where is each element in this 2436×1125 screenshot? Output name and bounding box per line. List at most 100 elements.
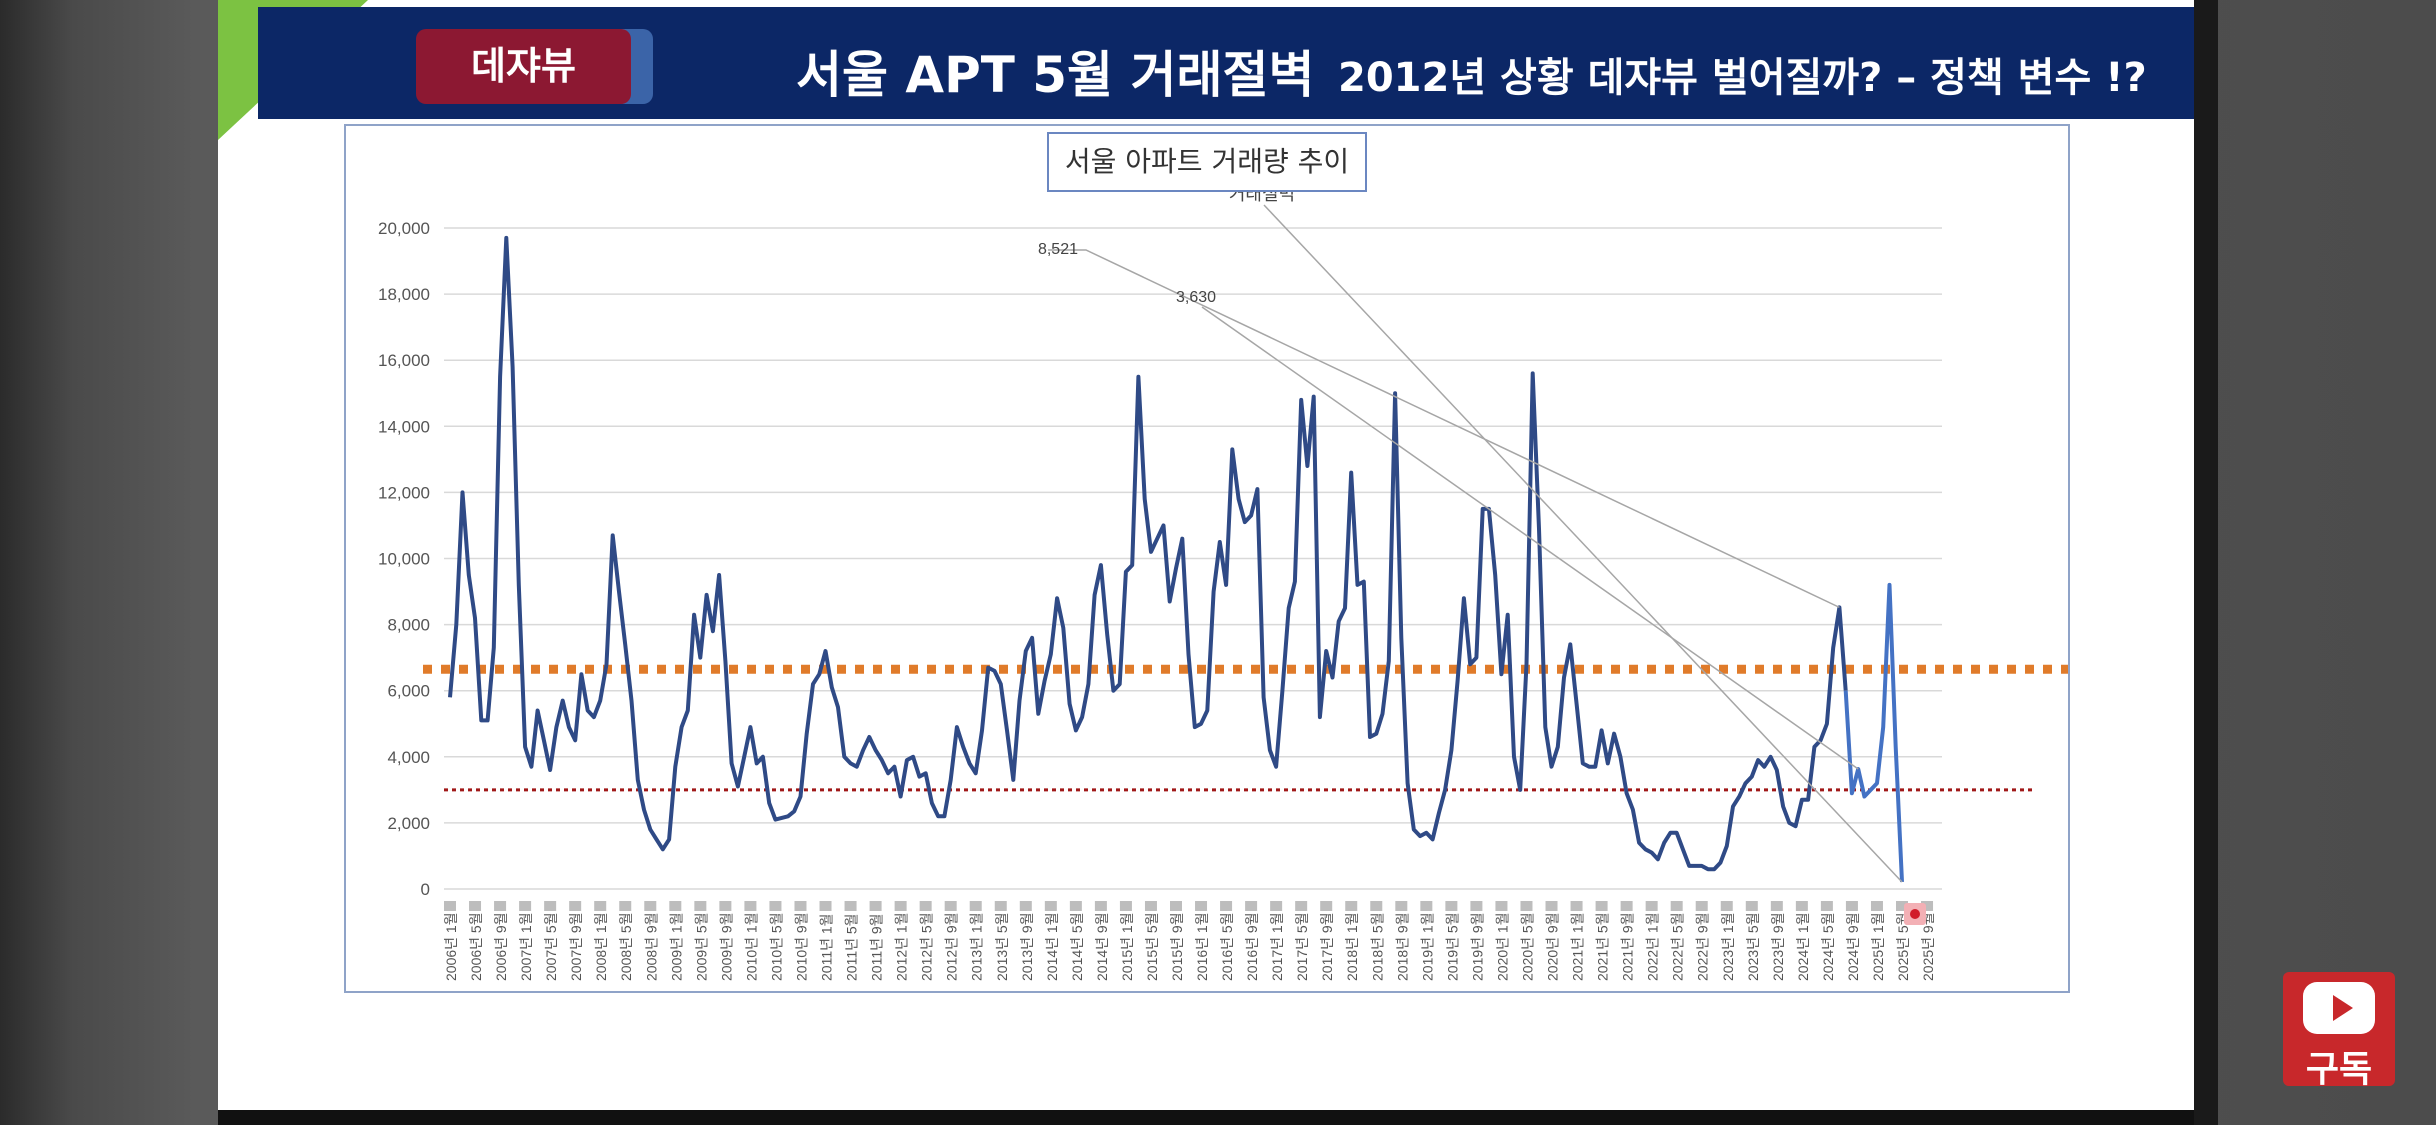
x-tick-marker [1570, 901, 1583, 911]
x-tick-label: 2007년 9월 [568, 912, 584, 981]
x-tick-label: 2022년 1월 [1645, 912, 1661, 981]
x-tick-label: 2017년 1월 [1269, 912, 1285, 981]
x-tick-label: 2016년 1월 [1194, 912, 1210, 981]
annotation-leader [1263, 204, 1903, 883]
x-tick-marker [1745, 901, 1758, 911]
x-tick-marker [1345, 901, 1358, 911]
x-tick-label: 2009년 1월 [668, 912, 684, 981]
x-tick-marker [944, 901, 957, 911]
x-tick-marker [1770, 901, 1783, 911]
x-tick-label: 2014년 5월 [1069, 912, 1085, 981]
right-edge [2194, 0, 2218, 1125]
y-tick-label: 20,000 [378, 219, 430, 238]
x-tick-label: 2019년 5월 [1444, 912, 1460, 981]
x-tick-label: 2023년 5월 [1745, 912, 1761, 981]
y-tick-label: 6,000 [387, 682, 430, 701]
x-tick-label: 2017년 5월 [1294, 912, 1310, 981]
x-tick-label: 2020년 1월 [1494, 912, 1510, 981]
x-tick-marker [1445, 901, 1458, 911]
x-tick-marker [444, 901, 456, 911]
x-tick-label: 2006년 1월 [443, 912, 459, 981]
x-tick-label: 2008년 5월 [618, 912, 634, 981]
x-tick-marker [994, 901, 1007, 911]
x-tick-marker [769, 901, 782, 911]
x-tick-label: 2015년 5월 [1144, 912, 1160, 981]
annotation-label: 3,630 [1176, 289, 1216, 306]
x-tick-label: 2006년 5월 [468, 912, 484, 981]
y-tick-label: 4,000 [387, 748, 430, 767]
x-tick-label: 2016년 5월 [1219, 912, 1235, 981]
youtube-play-icon [2303, 982, 2375, 1034]
x-tick-marker [1119, 901, 1132, 911]
x-tick-marker [1295, 901, 1308, 911]
x-tick-label: 2012년 5월 [919, 912, 935, 981]
y-tick-label: 0 [421, 880, 430, 899]
y-tick-label: 10,000 [378, 550, 430, 569]
x-tick-marker [594, 901, 607, 911]
x-tick-label: 2021년 1월 [1570, 912, 1586, 981]
x-tick-marker [1270, 901, 1283, 911]
x-tick-marker [1921, 901, 1934, 911]
series-line [448, 235, 1848, 872]
x-tick-label: 2021년 9월 [1620, 912, 1636, 981]
x-tick-marker [1896, 901, 1908, 911]
x-tick-marker [1370, 901, 1383, 911]
y-tick-label: 16,000 [378, 351, 430, 370]
annotation-label: 8,521 [1038, 241, 1078, 258]
x-tick-label: 2011년 5월 [844, 913, 860, 981]
x-tick-label: 2025년 9월 [1920, 912, 1936, 981]
x-tick-label: 2007년 1월 [518, 912, 534, 981]
x-tick-marker [744, 901, 757, 911]
x-tick-marker [1195, 901, 1208, 911]
x-tick-marker [719, 901, 732, 911]
x-tick-label: 2022년 9월 [1695, 912, 1711, 981]
x-tick-marker [1695, 901, 1708, 911]
x-tick-marker [1645, 901, 1658, 911]
x-tick-label: 2010년 1월 [743, 912, 759, 981]
y-tick-label: 12,000 [378, 483, 430, 502]
x-tick-label: 2018년 5월 [1369, 912, 1385, 981]
subscribe-button[interactable]: 구독 [2283, 972, 2395, 1090]
x-tick-marker [1595, 901, 1608, 911]
x-tick-label: 2006년 9월 [493, 912, 509, 981]
x-tick-marker [869, 901, 882, 911]
x-tick-marker [1069, 901, 1082, 911]
x-tick-marker [469, 901, 482, 911]
x-tick-label: 2014년 9월 [1094, 912, 1110, 981]
x-tick-label: 2022년 5월 [1670, 912, 1686, 981]
x-tick-label: 2017년 9월 [1319, 912, 1335, 981]
x-tick-label: 2011년 1월 [819, 913, 835, 981]
x-tick-marker [919, 901, 932, 911]
x-tick-label: 2024년 5월 [1820, 912, 1836, 981]
x-tick-label: 2012년 1월 [894, 912, 910, 981]
x-tick-marker [1495, 901, 1508, 911]
x-tick-marker [969, 901, 982, 911]
x-tick-label: 2019년 9월 [1469, 912, 1485, 981]
x-tick-marker [1820, 901, 1833, 911]
x-tick-marker [1044, 901, 1057, 911]
x-tick-label: 2007년 5월 [543, 912, 559, 981]
cursor-dot [1910, 909, 1920, 919]
x-tick-marker [1620, 901, 1633, 911]
subscribe-label: 구독 [2305, 1049, 2373, 1090]
x-tick-marker [1870, 901, 1883, 911]
x-tick-label: 2013년 5월 [994, 912, 1010, 981]
x-tick-marker [1019, 901, 1032, 911]
x-tick-label: 2020년 5월 [1519, 912, 1535, 981]
x-tick-marker [1795, 901, 1808, 911]
header-badge: 데쟈뷰 [416, 29, 631, 104]
x-tick-label: 2025년 1월 [1870, 912, 1886, 981]
x-tick-label: 2013년 9월 [1019, 912, 1035, 981]
y-tick-label: 8,000 [387, 616, 430, 635]
x-tick-marker [1094, 901, 1107, 911]
x-tick-label: 2011년 9월 [869, 913, 885, 981]
x-tick-marker [1320, 901, 1333, 911]
x-tick-label: 2008년 9월 [643, 912, 659, 981]
x-tick-marker [1245, 901, 1258, 911]
x-tick-marker [1395, 901, 1408, 911]
x-tick-label: 2023년 1월 [1720, 912, 1736, 981]
x-tick-label: 2020년 9월 [1545, 912, 1561, 981]
x-tick-marker [1170, 901, 1182, 911]
chart-frame: 0 2,000 4,000 6,000 8,000 10,000 12,000 14,000 1… [344, 124, 2070, 993]
x-tick-marker [1144, 901, 1157, 911]
